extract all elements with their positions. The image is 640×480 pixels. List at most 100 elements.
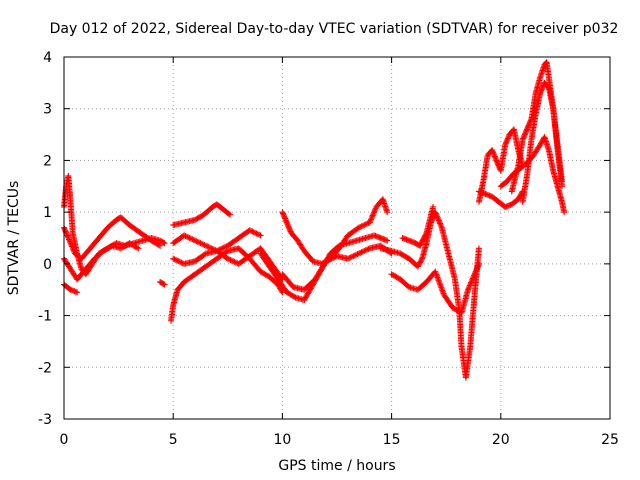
y-tick-label: -1 xyxy=(38,309,52,325)
data-point xyxy=(223,248,230,255)
data-point xyxy=(185,234,192,241)
data-point xyxy=(421,233,428,240)
data-point xyxy=(291,293,298,300)
data-point xyxy=(358,249,365,256)
data-point xyxy=(438,223,445,230)
data-point xyxy=(325,256,332,263)
data-point xyxy=(350,253,357,260)
data-point xyxy=(177,258,184,265)
data-point xyxy=(364,246,371,253)
data-point xyxy=(70,246,77,253)
data-point xyxy=(201,251,208,258)
data-point xyxy=(371,208,378,215)
data-point xyxy=(367,216,374,223)
x-tick-labels: 0 5 10 15 20 25 xyxy=(60,432,619,448)
data-point xyxy=(160,280,167,287)
data-point xyxy=(369,213,376,220)
data-point xyxy=(205,244,212,251)
y-tick-label: 4 xyxy=(43,50,52,66)
data-point xyxy=(419,237,426,244)
data-point xyxy=(384,209,391,216)
y-tick-labels: -3 -2 -1 0 1 2 3 4 xyxy=(38,50,52,428)
data-point xyxy=(434,214,441,221)
y-tick-label: 2 xyxy=(43,153,52,169)
data-point xyxy=(558,183,565,190)
data-point xyxy=(558,178,565,185)
y-tick-label: -2 xyxy=(38,360,52,376)
data-point xyxy=(346,255,353,262)
data-point xyxy=(254,231,261,238)
data-point xyxy=(362,247,369,254)
data-point xyxy=(202,242,209,249)
data-point xyxy=(465,286,472,293)
data-point xyxy=(418,238,425,245)
data-point xyxy=(198,240,205,247)
data-point xyxy=(355,250,362,257)
data-point xyxy=(475,245,482,252)
data-point xyxy=(189,236,196,243)
data-point xyxy=(368,215,375,222)
data-point xyxy=(171,256,178,263)
data-point xyxy=(436,219,443,226)
series-track-t xyxy=(519,79,565,205)
data-point xyxy=(361,222,368,229)
data-point xyxy=(470,274,477,281)
data-point xyxy=(196,239,203,246)
data-point xyxy=(324,257,331,264)
data-point xyxy=(134,244,141,251)
data-point xyxy=(328,255,335,262)
data-point xyxy=(68,243,75,250)
y-axis-label: SDTVAR / TECUs xyxy=(6,181,22,296)
data-point xyxy=(367,218,374,225)
data-point xyxy=(370,209,377,216)
series-track-i xyxy=(170,245,286,283)
data-point xyxy=(323,258,330,265)
data-point xyxy=(135,245,142,252)
data-point xyxy=(250,229,257,236)
data-point xyxy=(469,275,476,282)
data-point xyxy=(435,216,442,223)
data-point xyxy=(186,235,193,241)
data-point xyxy=(353,251,360,258)
data-point xyxy=(470,272,477,279)
data-point xyxy=(420,235,427,241)
data-point xyxy=(193,238,200,245)
data-point xyxy=(178,259,185,266)
data-point xyxy=(200,241,207,248)
series-track-s xyxy=(508,59,565,195)
data-point xyxy=(422,231,429,238)
data-point xyxy=(433,211,440,218)
data-point xyxy=(187,235,194,242)
x-tick-label: 25 xyxy=(601,432,619,448)
data-point xyxy=(384,237,391,244)
data-point xyxy=(226,211,233,218)
data-point xyxy=(65,236,72,243)
data-point xyxy=(65,235,72,241)
y-tick-label: 1 xyxy=(43,205,52,221)
data-point xyxy=(467,281,474,288)
data-point xyxy=(365,245,372,252)
data-point xyxy=(475,260,482,267)
data-point xyxy=(420,236,427,243)
data-point xyxy=(359,222,366,229)
data-point xyxy=(366,219,373,226)
data-marks xyxy=(61,59,568,381)
data-point xyxy=(197,240,204,247)
data-point xyxy=(329,255,336,262)
data-point xyxy=(219,245,226,252)
data-point xyxy=(357,224,364,231)
data-point xyxy=(372,206,379,213)
data-point xyxy=(370,211,377,218)
x-tick-label: 0 xyxy=(60,432,69,448)
data-point xyxy=(74,289,81,296)
data-point xyxy=(248,227,255,234)
data-point xyxy=(359,248,366,255)
data-point xyxy=(201,242,208,249)
data-point xyxy=(192,237,199,244)
series-track-q xyxy=(475,188,526,210)
data-point xyxy=(349,253,356,260)
data-point xyxy=(418,240,425,247)
data-point xyxy=(67,240,74,247)
x-tick-label: 5 xyxy=(169,432,178,448)
